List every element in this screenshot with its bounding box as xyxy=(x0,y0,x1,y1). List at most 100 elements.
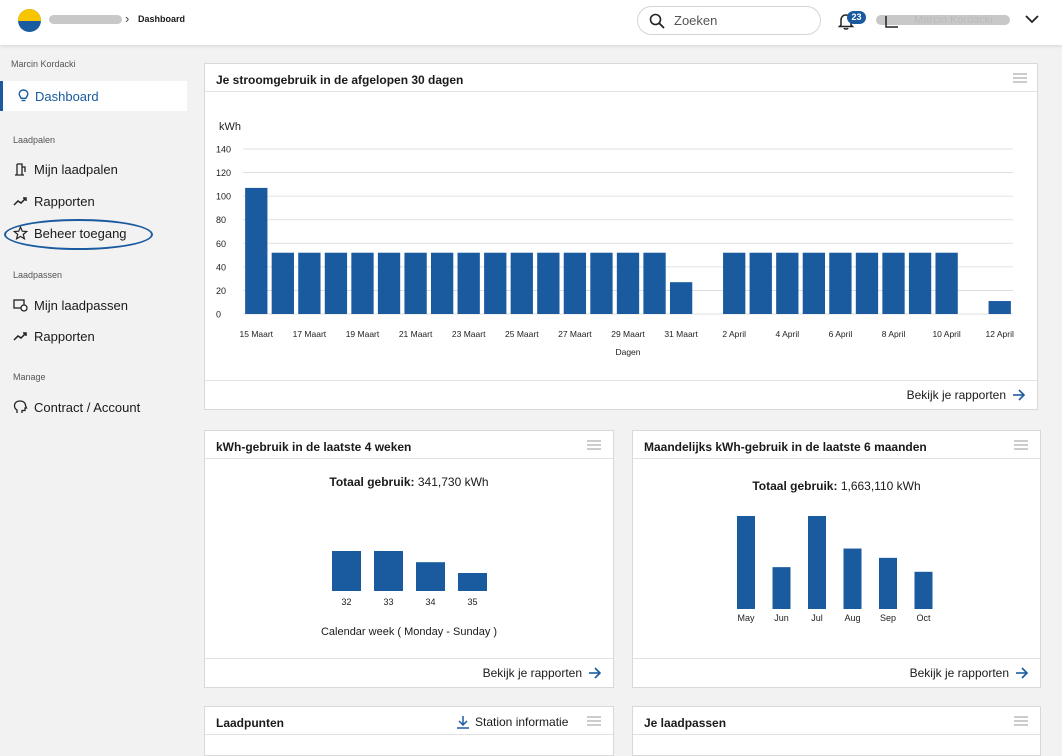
view-reports-link[interactable]: Bekijk je rapporten xyxy=(910,666,1029,680)
y-tick-label: 0 xyxy=(216,310,221,320)
bar xyxy=(374,551,403,591)
x-axis-label: Dagen xyxy=(615,347,640,357)
bar xyxy=(882,252,905,314)
panel-title: Maandelijks kWh-gebruik in de laatste 6 … xyxy=(644,440,927,454)
x-tick-label: 31 Maart xyxy=(664,329,698,339)
top-bar: › Dashboard 23 Marcin Kordacki xyxy=(0,0,1062,45)
search-input[interactable] xyxy=(674,13,814,28)
y-tick-label: 40 xyxy=(216,262,226,272)
bar xyxy=(245,187,268,314)
hamburger-menu-icon[interactable] xyxy=(587,440,601,450)
charging-card-icon xyxy=(13,299,28,312)
sidebar-item-label: Dashboard xyxy=(35,89,99,104)
bar xyxy=(908,252,932,314)
sidebar-heading-laadpassen: Laadpassen xyxy=(13,270,63,280)
x-tick-label: 6 April xyxy=(829,329,853,339)
bar xyxy=(377,252,401,314)
sidebar-item-label: Mijn laadpassen xyxy=(34,298,128,313)
chart-4-weeks: 32 33 34 35 xyxy=(332,551,487,607)
panel-title: Je laadpassen xyxy=(644,716,727,730)
x-tick-label: 32 xyxy=(341,597,351,607)
y-tick-label: 60 xyxy=(216,239,226,249)
total-usage-label: Totaal gebruik: xyxy=(329,475,415,489)
sidebar-item-label: Rapporten xyxy=(34,194,95,209)
search-icon xyxy=(649,13,665,29)
chevron-down-icon[interactable] xyxy=(1024,13,1040,25)
bar xyxy=(669,282,693,314)
bar xyxy=(537,252,560,314)
sidebar-item-rapporten-laadpassen[interactable]: Rapporten xyxy=(0,321,187,351)
station-info-link[interactable]: Station informatie xyxy=(456,715,568,729)
y-tick-label: 80 xyxy=(216,215,226,225)
view-reports-link[interactable]: Bekijk je rapporten xyxy=(907,388,1026,402)
bar xyxy=(829,252,852,314)
user-name: Marcin Kordacki xyxy=(914,14,993,26)
download-icon xyxy=(457,716,469,729)
y-tick-label: 120 xyxy=(216,168,231,178)
hamburger-menu-icon[interactable] xyxy=(1014,716,1028,726)
sidebar-item-contract-account[interactable]: Contract / Account xyxy=(0,392,187,422)
trend-up-icon xyxy=(13,332,27,341)
panel-laadpassen: Je laadpassen xyxy=(632,706,1041,756)
sidebar-item-rapporten-laadpalen[interactable]: Rapporten xyxy=(0,186,187,216)
x-tick-label: 4 April xyxy=(775,329,799,339)
x-tick-label: Jul xyxy=(811,613,823,623)
x-tick-label: Jun xyxy=(774,613,789,623)
view-reports-label: Bekijk je rapporten xyxy=(909,666,1009,680)
panel-header: Maandelijks kWh-gebruik in de laatste 6 … xyxy=(633,431,1040,459)
x-tick-label: 29 Maart xyxy=(611,329,645,339)
arrow-right-icon xyxy=(1013,389,1026,401)
panel-title: Je stroomgebruik in de afgelopen 30 dage… xyxy=(216,73,464,87)
bar xyxy=(802,252,826,314)
panel-title: Laadpunten xyxy=(216,716,284,730)
bar xyxy=(855,252,879,314)
view-reports-label: Bekijk je rapporten xyxy=(482,666,582,680)
sidebar-heading-laadpalen: Laadpalen xyxy=(13,135,56,145)
x-tick-label: 15 Maart xyxy=(240,329,274,339)
breadcrumb-blurred[interactable] xyxy=(49,15,122,24)
sidebar-item-dashboard[interactable]: Dashboard xyxy=(0,81,187,111)
chart-x-axis-label: Calendar week ( Monday - Sunday ) xyxy=(320,626,498,638)
bar xyxy=(723,252,746,314)
chart-30-days: kWh 0 20 40 60 80 100 120 140 15 Maart 17 Maart 19 … xyxy=(216,121,1014,357)
brand-logo[interactable] xyxy=(18,9,41,32)
y-tick-label: 20 xyxy=(216,286,226,296)
trend-up-icon xyxy=(13,197,27,206)
bar xyxy=(879,557,897,609)
x-tick-label: 10 April xyxy=(932,329,960,339)
bar xyxy=(616,252,640,314)
bar xyxy=(843,548,862,609)
panel-footer: Bekijk je rapporten xyxy=(633,658,1040,687)
x-tick-label: 17 Maart xyxy=(293,329,327,339)
sidebar-heading-manage: Manage xyxy=(13,372,46,382)
station-info-label: Station informatie xyxy=(475,715,569,729)
bar xyxy=(749,252,772,314)
sidebar-item-mijn-laadpalen[interactable]: Mijn laadpalen xyxy=(0,154,187,184)
sidebar-item-mijn-laadpassen[interactable]: Mijn laadpassen xyxy=(0,290,187,320)
panel-header: kWh-gebruik in de laatste 4 weken xyxy=(205,431,613,459)
arrow-right-icon xyxy=(1016,667,1029,679)
bar xyxy=(563,252,587,314)
sidebar: Marcin Kordacki Dashboard Laadpalen Mijn… xyxy=(0,45,187,748)
search-box[interactable] xyxy=(637,6,821,35)
user-name-blurred[interactable] xyxy=(876,15,1010,25)
x-tick-label: 35 xyxy=(467,597,477,607)
hamburger-menu-icon[interactable] xyxy=(1013,73,1027,83)
view-reports-label: Bekijk je rapporten xyxy=(906,388,1006,402)
arrow-right-icon xyxy=(589,667,602,679)
bar xyxy=(643,252,666,314)
x-tick-label: 2 April xyxy=(722,329,746,339)
x-tick-label: 8 April xyxy=(882,329,906,339)
hamburger-menu-icon[interactable] xyxy=(587,716,601,726)
x-tick-label: 27 Maart xyxy=(558,329,592,339)
x-tick-label: May xyxy=(737,613,755,623)
hamburger-menu-icon[interactable] xyxy=(1014,440,1028,450)
view-reports-link[interactable]: Bekijk je rapporten xyxy=(483,666,602,680)
total-usage: Totaal gebruik: 341,730 kWh xyxy=(205,475,613,489)
total-usage-value: 1,663,110 kWh xyxy=(840,479,921,493)
bar xyxy=(510,252,533,314)
breadcrumb-current: Dashboard xyxy=(138,14,186,24)
bar xyxy=(298,252,321,314)
panel-title: kWh-gebruik in de laatste 4 weken xyxy=(216,440,412,454)
x-tick-label: 12 April xyxy=(986,329,1014,339)
